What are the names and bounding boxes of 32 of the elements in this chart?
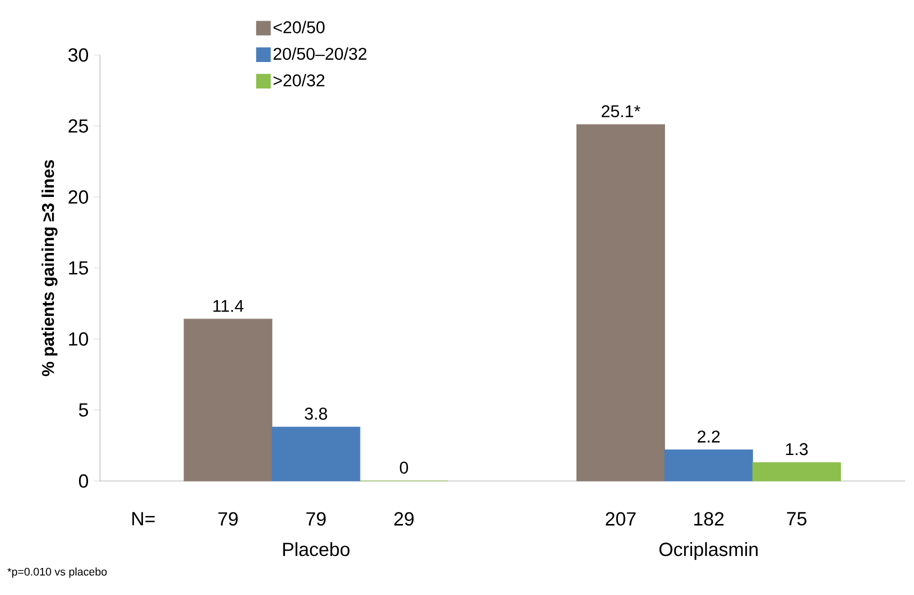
data-label: 0 bbox=[400, 462, 408, 474]
y-tick-label: 30 bbox=[68, 48, 88, 62]
bar bbox=[272, 426, 360, 482]
legend-label: 20/50–20/32 bbox=[274, 47, 366, 60]
text: *p=0.010 vs placebo bbox=[7, 568, 107, 578]
data-label: 3.8 bbox=[304, 408, 328, 420]
y-tick-label: 25 bbox=[68, 119, 88, 133]
text: 182 bbox=[694, 512, 724, 526]
text: 79 bbox=[218, 512, 238, 526]
text: 207 bbox=[606, 512, 636, 526]
data-label: 2.2 bbox=[698, 430, 720, 442]
data-label: 1.3 bbox=[786, 443, 808, 456]
text: N= bbox=[132, 512, 155, 526]
legend-label: <20/50 bbox=[274, 20, 325, 34]
bar bbox=[576, 124, 665, 482]
y-tick-label: 5 bbox=[79, 403, 88, 417]
y-tick-label: 15 bbox=[69, 261, 88, 275]
bar bbox=[664, 449, 753, 482]
data-label: 25.1* bbox=[602, 105, 640, 118]
y-tick-label: 10 bbox=[69, 332, 88, 346]
x-tick-label: Placebo bbox=[283, 542, 350, 556]
text: 79 bbox=[306, 512, 326, 526]
bar bbox=[752, 462, 841, 482]
text: 29 bbox=[394, 512, 414, 526]
y-tick-label: 0 bbox=[78, 474, 88, 488]
bar bbox=[184, 318, 272, 482]
x-tick-label: Ocriplasmin bbox=[659, 542, 758, 560]
data-label: 11.4 bbox=[213, 300, 244, 312]
y-axis-title: % patients gaining ≥3 lines bbox=[42, 160, 58, 376]
text: 75 bbox=[787, 512, 806, 526]
y-tick-label: 20 bbox=[68, 190, 88, 204]
legend-label: >20/32 bbox=[274, 74, 324, 86]
